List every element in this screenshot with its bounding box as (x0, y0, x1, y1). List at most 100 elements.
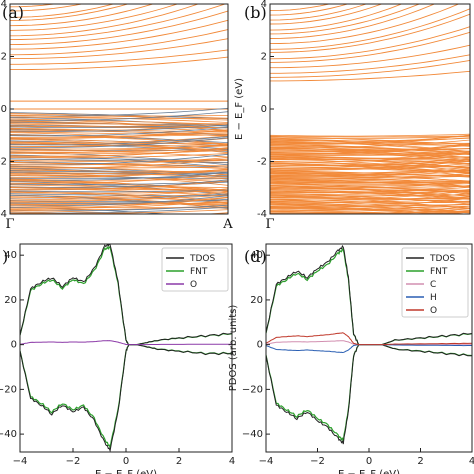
valence-band (10, 217, 228, 226)
valence-band (10, 124, 228, 132)
valence-band (10, 122, 228, 125)
panel-label-d: (d) (244, 247, 267, 266)
y-tick-label: 4 (1, 0, 7, 10)
conduction-band (10, 49, 228, 65)
valence-band (369, 208, 470, 214)
valence-band (270, 155, 470, 160)
valence-band (270, 135, 470, 138)
valence-band (270, 182, 470, 186)
valence-band (10, 188, 228, 198)
valence-band (270, 181, 470, 190)
valence-band (270, 144, 470, 155)
legend: TDOS FNT CHO (401, 247, 469, 318)
dos-curves (20, 244, 232, 452)
x-axis-label: E − E_F (eV) (338, 469, 400, 474)
x-tick-label: −2 (66, 456, 81, 467)
valence-band (10, 195, 228, 207)
valence-band (270, 209, 433, 214)
valence-band (467, 213, 470, 214)
x-tick-label: 2 (417, 456, 423, 467)
valence-band (10, 216, 228, 219)
x-tick-label: 0 (366, 456, 372, 467)
projected-curve (266, 344, 472, 354)
conduction-band (10, 4, 85, 12)
valence-band (10, 166, 228, 169)
valence-band (270, 174, 470, 181)
x-tick-label: 4 (229, 456, 235, 467)
x-tick-label: −2 (310, 456, 325, 467)
conduction-band (270, 4, 403, 31)
valence-band (270, 189, 470, 198)
conduction-band (270, 4, 368, 21)
y-tick-label: −40 (242, 429, 263, 440)
tdos-curve-down (266, 344, 472, 445)
conduction-band (10, 4, 115, 18)
conduction-band (270, 4, 436, 39)
legend-entry: FNT (430, 267, 448, 277)
y-tick-label: 2 (1, 52, 7, 63)
valence-band (270, 190, 470, 201)
valence-band (10, 158, 228, 169)
valence-band (270, 157, 470, 166)
valence-band (270, 173, 470, 179)
valence-band (270, 159, 470, 168)
valence-band (10, 137, 228, 148)
x-tick-label: −4 (259, 456, 274, 467)
x-tick-label: 4 (469, 456, 474, 467)
valence-band (10, 215, 228, 216)
valence-band (10, 129, 228, 139)
valence-band (10, 211, 97, 214)
legend: TDOS FNT O (161, 247, 229, 292)
conduction-band (270, 13, 470, 53)
valence-band (270, 216, 470, 223)
valence-band (10, 111, 228, 121)
tdos-curve-up (266, 244, 472, 346)
fnt-curve-down (266, 344, 472, 442)
y-tick-label: −20 (0, 384, 17, 395)
valence-band (10, 187, 228, 192)
conduction-band (270, 31, 470, 63)
x-tick-label: 2 (176, 456, 182, 467)
conduction-band (10, 0, 228, 2)
conduction-band (270, 70, 470, 82)
conduction-band (10, 4, 179, 31)
valence-band (10, 147, 228, 158)
x-tick-label: Γ (5, 217, 14, 232)
conduction-band (10, 56, 228, 71)
x-tick-label: 0 (123, 456, 129, 467)
valence-band (270, 152, 470, 161)
legend-entry: TDOS (189, 254, 216, 264)
valence-band (270, 168, 470, 177)
y-tick-label: 20 (4, 295, 17, 306)
y-axis-label: E − E_F (eV) (234, 78, 245, 140)
y-tick-label: -4 (257, 209, 267, 220)
valence-band (10, 138, 228, 147)
valence-band (270, 136, 470, 139)
conduction-band (270, 4, 350, 16)
y-axis-label: PDOS (arb. units) (228, 305, 239, 392)
valence-band (10, 136, 228, 146)
x-axis-label: E − E_F (eV) (95, 469, 157, 474)
valence-band (270, 134, 470, 145)
y-tick-label: -4 (0, 209, 7, 220)
valence-band (411, 209, 470, 214)
valence-band (270, 212, 470, 214)
projected-curve (20, 340, 232, 346)
conduction-band (10, 4, 58, 8)
valence-band (10, 200, 228, 209)
valence-band (270, 143, 470, 154)
y-tick-label: −40 (0, 429, 17, 440)
valence-band (270, 218, 470, 226)
y-tick-label: -2 (0, 157, 7, 168)
conduction-band (270, 26, 470, 60)
valence-band (10, 216, 228, 219)
y-tick-label: 0 (1, 104, 7, 115)
y-tick-label: 0 (261, 104, 267, 115)
legend-entry: O (190, 280, 197, 290)
valence-band (10, 191, 228, 200)
valence-band (10, 135, 228, 145)
y-tick-label: 4 (261, 0, 267, 10)
valence-band (10, 168, 228, 178)
